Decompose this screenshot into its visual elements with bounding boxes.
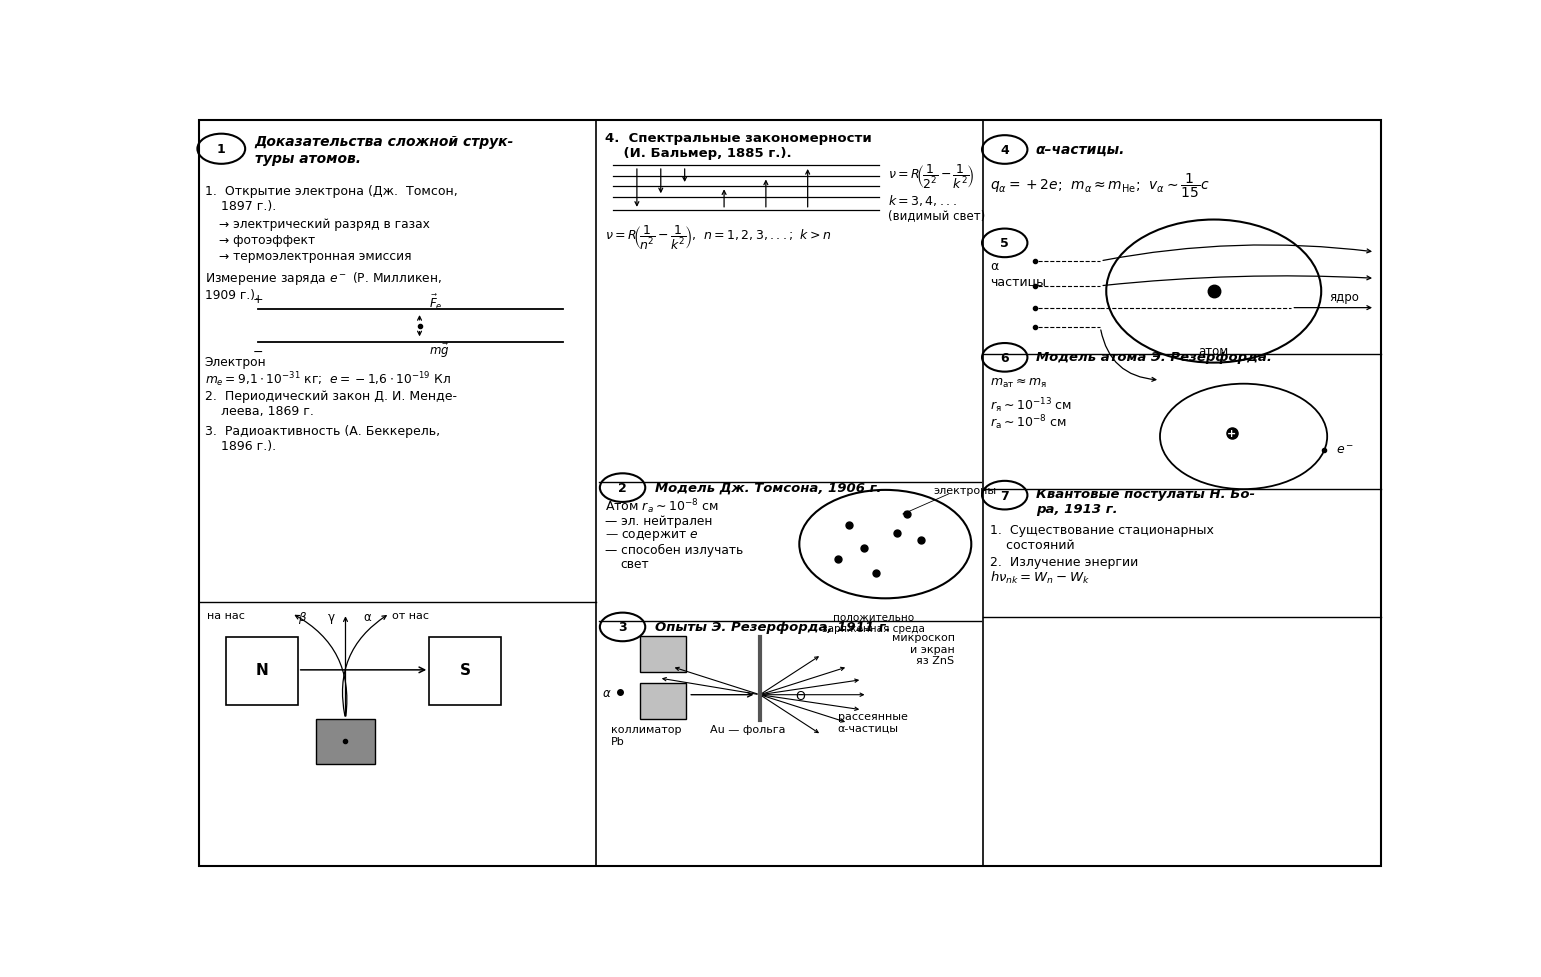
Text: Атом $r_a \sim 10^{-8}$ см: Атом $r_a \sim 10^{-8}$ см [604, 497, 718, 516]
Text: N: N [256, 662, 268, 678]
Text: ядро: ядро [1330, 290, 1359, 303]
Text: $q_\alpha = +2e$;  $m_\alpha \approx m_{\text{He}}$;  $v_\alpha \sim \dfrac{1}{1: $q_\alpha = +2e$; $m_\alpha \approx m_{\… [991, 171, 1210, 199]
Text: на нас: на нас [206, 610, 245, 620]
Text: 1.  Открытие электрона (Дж.  Томсон,
    1897 г.).: 1. Открытие электрона (Дж. Томсон, 1897 … [205, 185, 458, 213]
Text: — способен излучать: — способен излучать [604, 543, 743, 556]
Text: S: S [459, 662, 470, 678]
Text: Доказательства сложной струк-
туры атомов.: Доказательства сложной струк- туры атомо… [254, 135, 515, 165]
Text: −: − [253, 345, 264, 359]
Text: α: α [603, 686, 610, 700]
Text: коллиматор
Pb: коллиматор Pb [610, 724, 681, 745]
Text: 6: 6 [1000, 352, 1009, 364]
Text: $k = 3, 4, ...$: $k = 3, 4, ...$ [888, 192, 957, 207]
Text: $m_{\text{ат}} \approx m_{\text{я}}$: $m_{\text{ат}} \approx m_{\text{я}}$ [991, 377, 1048, 390]
Bar [641, 683, 686, 719]
Text: от нас: от нас [391, 610, 428, 620]
Text: Модель атома Э. Резерфорда.: Модель атома Э. Резерфорда. [1036, 351, 1271, 363]
Text: Измерение заряда $e^-$ (Р. Милликен,
1909 г.).: Измерение заряда $e^-$ (Р. Милликен, 190… [205, 270, 441, 302]
Text: → электрический разряд в газах: → электрический разряд в газах [219, 218, 430, 231]
Text: $m\vec{g}$: $m\vec{g}$ [428, 341, 450, 360]
Text: электроны: электроны [934, 486, 995, 496]
Text: $e^-$: $e^-$ [1336, 444, 1355, 457]
Bar [316, 719, 376, 764]
Bar [227, 638, 297, 705]
Text: 5: 5 [1000, 237, 1009, 250]
Text: → фотоэффект: → фотоэффект [219, 234, 314, 247]
Text: γ: γ [328, 610, 334, 623]
Text: 2: 2 [618, 482, 627, 494]
Text: Электрон: Электрон [205, 356, 267, 368]
Text: 2.  Излучение энергии: 2. Излучение энергии [991, 555, 1139, 568]
Text: 1: 1 [217, 143, 225, 156]
Text: 3: 3 [618, 620, 627, 634]
Text: $\nu = R\!\left(\!\dfrac{1}{n^2} - \dfrac{1}{k^2}\!\right)$,  $n = 1, 2, 3, ...;: $\nu = R\!\left(\!\dfrac{1}{n^2} - \dfra… [604, 224, 831, 252]
Text: 3.  Радиоактивность (А. Беккерель,
    1896 г.).: 3. Радиоактивность (А. Беккерель, 1896 г… [205, 424, 439, 452]
Text: (видимый свет): (видимый свет) [888, 209, 985, 222]
Text: 7: 7 [1000, 489, 1009, 502]
Text: $m_e = 9{,}1\cdot10^{-31}$ кг;  $e = -1{,}6\cdot10^{-19}$ Кл: $m_e = 9{,}1\cdot10^{-31}$ кг; $e = -1{,… [205, 370, 450, 389]
Text: Квантовые постулаты Н. Бо-
ра, 1913 г.: Квантовые постулаты Н. Бо- ра, 1913 г. [1036, 488, 1254, 515]
Text: +: + [1227, 428, 1236, 439]
Text: α: α [364, 610, 371, 623]
Text: 1.  Существование стационарных
    состояний: 1. Существование стационарных состояний [991, 524, 1214, 551]
Text: +: + [253, 292, 264, 305]
Text: Опыты Э. Резерфорда, 1911 г.: Опыты Э. Резерфорда, 1911 г. [655, 620, 891, 633]
Text: $\nu = R\!\left(\!\dfrac{1}{2^2} - \dfrac{1}{k^2}\!\right)$: $\nu = R\!\left(\!\dfrac{1}{2^2} - \dfra… [888, 162, 974, 191]
Text: $\vec{F}_e$: $\vec{F}_e$ [428, 292, 442, 312]
Text: — содержит $e$: — содержит $e$ [604, 529, 698, 543]
Text: — эл. нейтрален: — эл. нейтрален [604, 515, 712, 528]
Bar [428, 638, 501, 705]
Text: Модель Дж. Томсона, 1906 г.: Модель Дж. Томсона, 1906 г. [655, 482, 881, 494]
Text: положительно
заряженная среда: положительно заряженная среда [821, 613, 925, 634]
Text: → термоэлектронная эмиссия: → термоэлектронная эмиссия [219, 250, 411, 263]
Text: β: β [297, 610, 305, 623]
Text: $r_{\text{а}} \sim 10^{-8}$ см: $r_{\text{а}} \sim 10^{-8}$ см [991, 413, 1066, 432]
Text: свет: свет [619, 557, 649, 571]
Text: 4: 4 [1000, 144, 1009, 157]
Text: Θ: Θ [795, 689, 806, 701]
Text: 4.  Спектральные закономерности
    (И. Бальмер, 1885 г.).: 4. Спектральные закономерности (И. Бальм… [604, 132, 871, 160]
Text: $r_{\text{я}} \sim 10^{-13}$ см: $r_{\text{я}} \sim 10^{-13}$ см [991, 396, 1073, 414]
Text: Au — фольга: Au — фольга [710, 724, 786, 735]
Text: α–частицы.: α–частицы. [1036, 143, 1125, 156]
Text: $h\nu_{nk} = W_n - W_k$: $h\nu_{nk} = W_n - W_k$ [991, 570, 1091, 585]
Text: микроскоп
и экран
яз ZnS: микроскоп и экран яз ZnS [892, 632, 954, 665]
Text: 2.  Периодический закон Д. И. Менде-
    леева, 1869 г.: 2. Периодический закон Д. И. Менде- леев… [205, 390, 456, 417]
Text: α
частицы: α частицы [991, 260, 1046, 288]
Text: рассеянные
α-частицы: рассеянные α-частицы [838, 711, 908, 733]
Text: атом: атом [1199, 345, 1228, 358]
Bar [641, 636, 686, 672]
